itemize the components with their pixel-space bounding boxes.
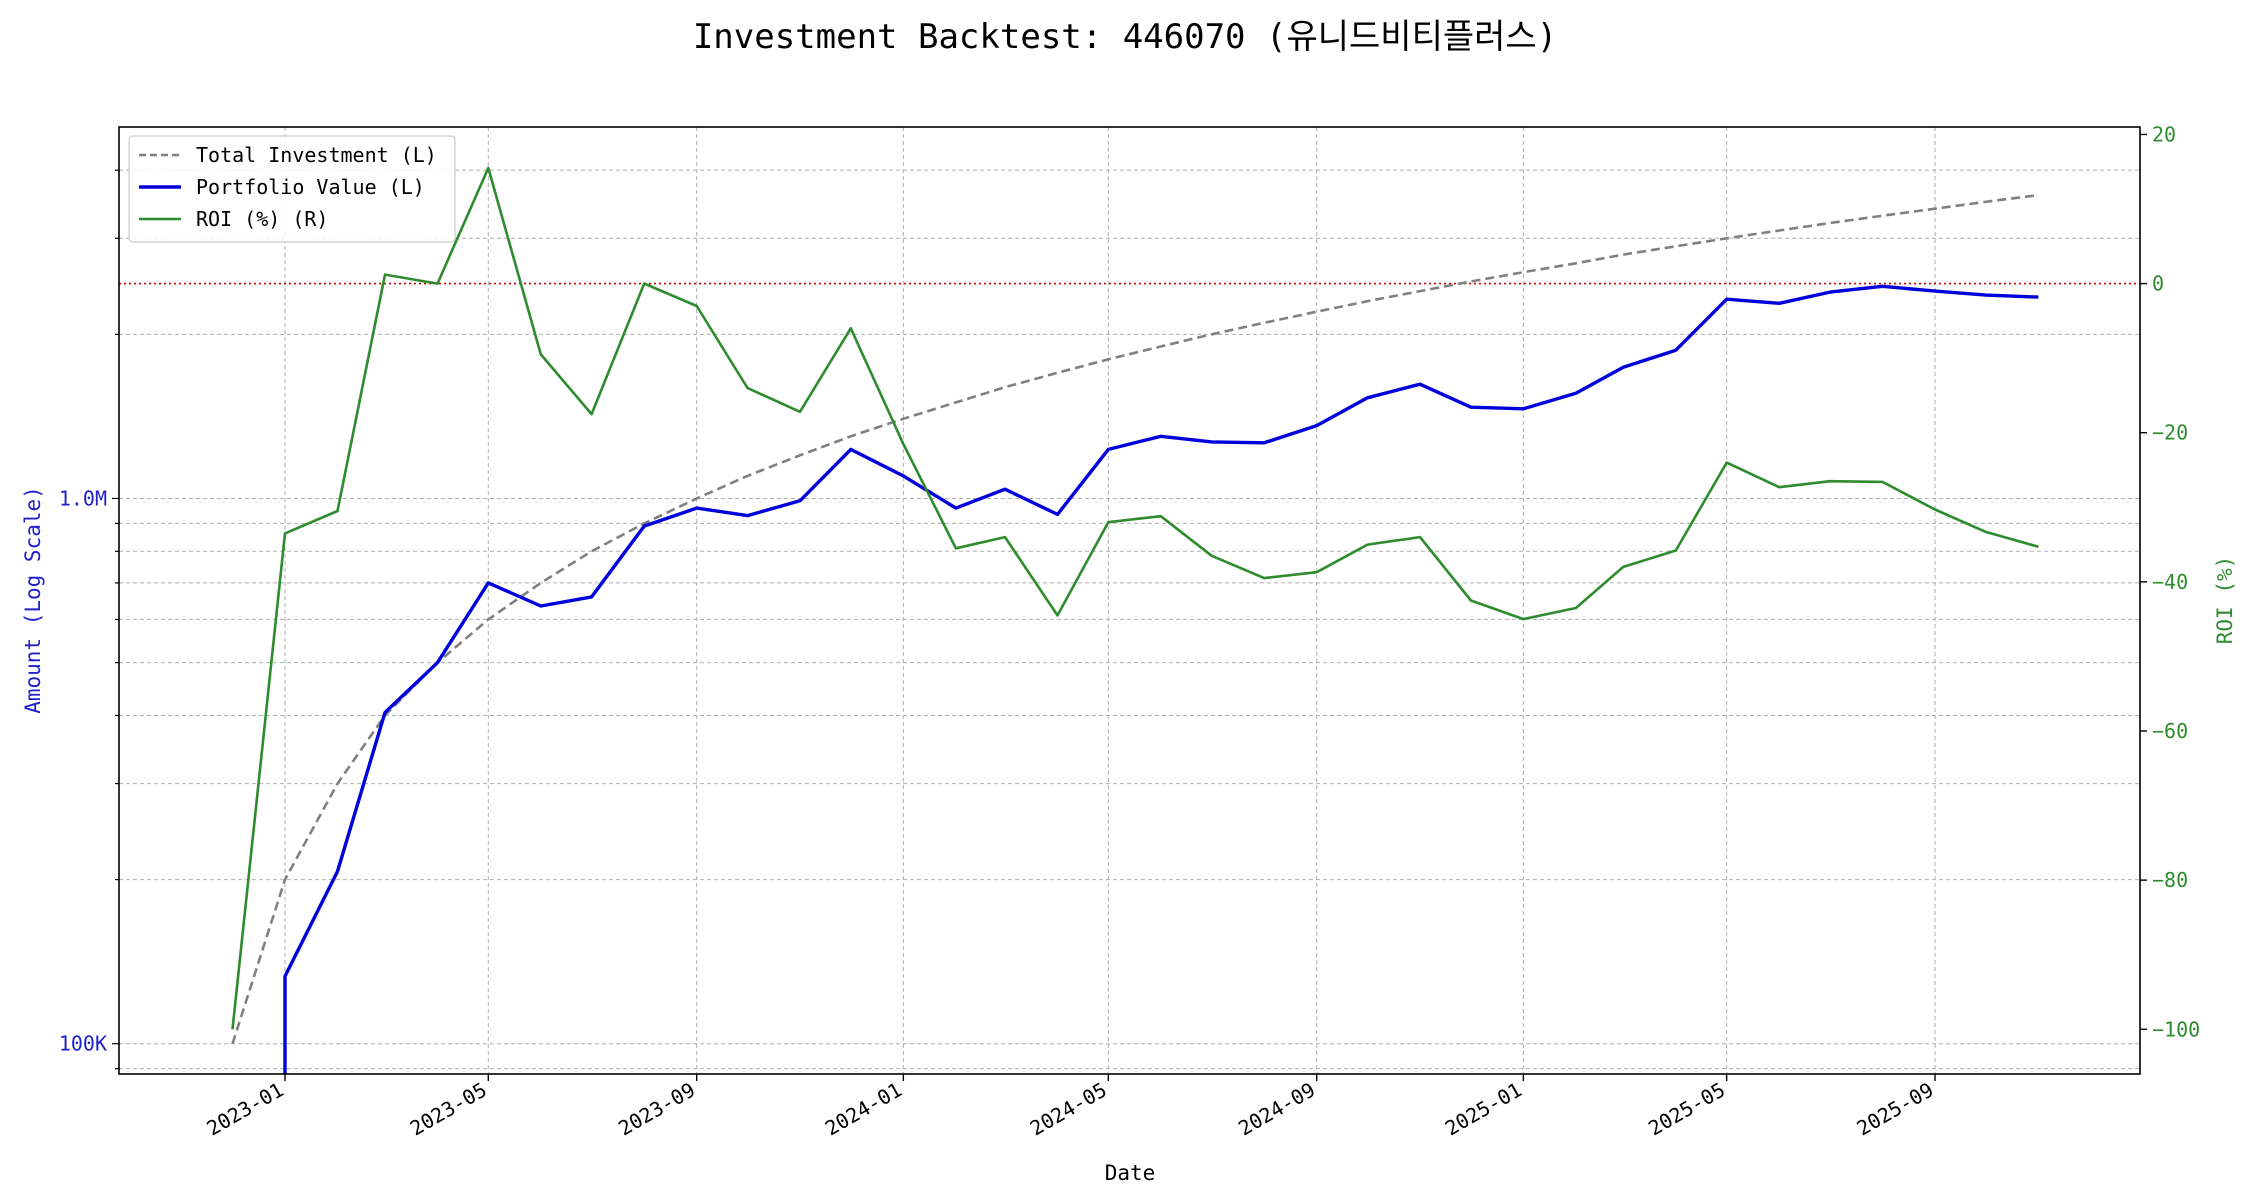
- series-line-2: [231, 166, 2039, 1030]
- x-tick-label: 2024-01: [821, 1078, 906, 1141]
- right-tick-label: −40: [2152, 570, 2188, 594]
- legend: Total Investment (L) Portfolio Value (L) R…: [128, 135, 456, 243]
- series-lines: [231, 166, 2039, 1074]
- right-axis-ticks: 20 0 −20 −40 −60 −80 −100: [2140, 122, 2200, 1041]
- grid: [119, 127, 2140, 1074]
- right-tick-label: −80: [2152, 868, 2188, 892]
- left-tick-label: 100K: [59, 1032, 107, 1056]
- right-tick-label: −100: [2152, 1017, 2200, 1041]
- x-tick-label: 2025-01: [1441, 1078, 1526, 1141]
- series-line-0: [231, 193, 2039, 1045]
- x-tick-label: 2024-09: [1234, 1078, 1319, 1141]
- x-tick-label: 2025-09: [1853, 1078, 1938, 1141]
- left-tick-label: 1.0M: [59, 486, 107, 510]
- legend-label: Portfolio Value (L): [196, 175, 425, 199]
- x-tick-label: 2023-01: [203, 1078, 288, 1141]
- right-tick-label: −60: [2152, 719, 2188, 743]
- x-tick-label: 2024-05: [1026, 1078, 1111, 1141]
- legend-box: [128, 135, 456, 243]
- series-line-1: [283, 284, 2039, 1074]
- plot-frame: [118, 126, 2141, 1075]
- x-tick-label: 2023-05: [406, 1078, 491, 1141]
- right-tick-label: −20: [2152, 421, 2188, 445]
- left-axis-label: Amount (Log Scale): [21, 486, 45, 714]
- x-axis-ticks: 2023-01 2023-05 2023-09 2024-01 2024-05 2024-…: [203, 1074, 1938, 1140]
- chart-title: Investment Backtest: 446070 (유니드비티플러스): [693, 17, 1557, 57]
- x-tick-label: 2023-09: [614, 1078, 699, 1141]
- x-tick-label: 2025-05: [1644, 1078, 1729, 1141]
- legend-label: Total Investment (L): [196, 143, 437, 167]
- right-tick-label: 20: [2152, 122, 2176, 146]
- x-axis-label: Date: [1105, 1161, 1156, 1185]
- legend-label: ROI (%) (R): [196, 207, 328, 231]
- right-axis-label: ROI (%): [2213, 556, 2237, 645]
- left-axis-ticks: 100K 1.0M: [59, 169, 119, 1070]
- right-tick-label: 0: [2152, 272, 2164, 296]
